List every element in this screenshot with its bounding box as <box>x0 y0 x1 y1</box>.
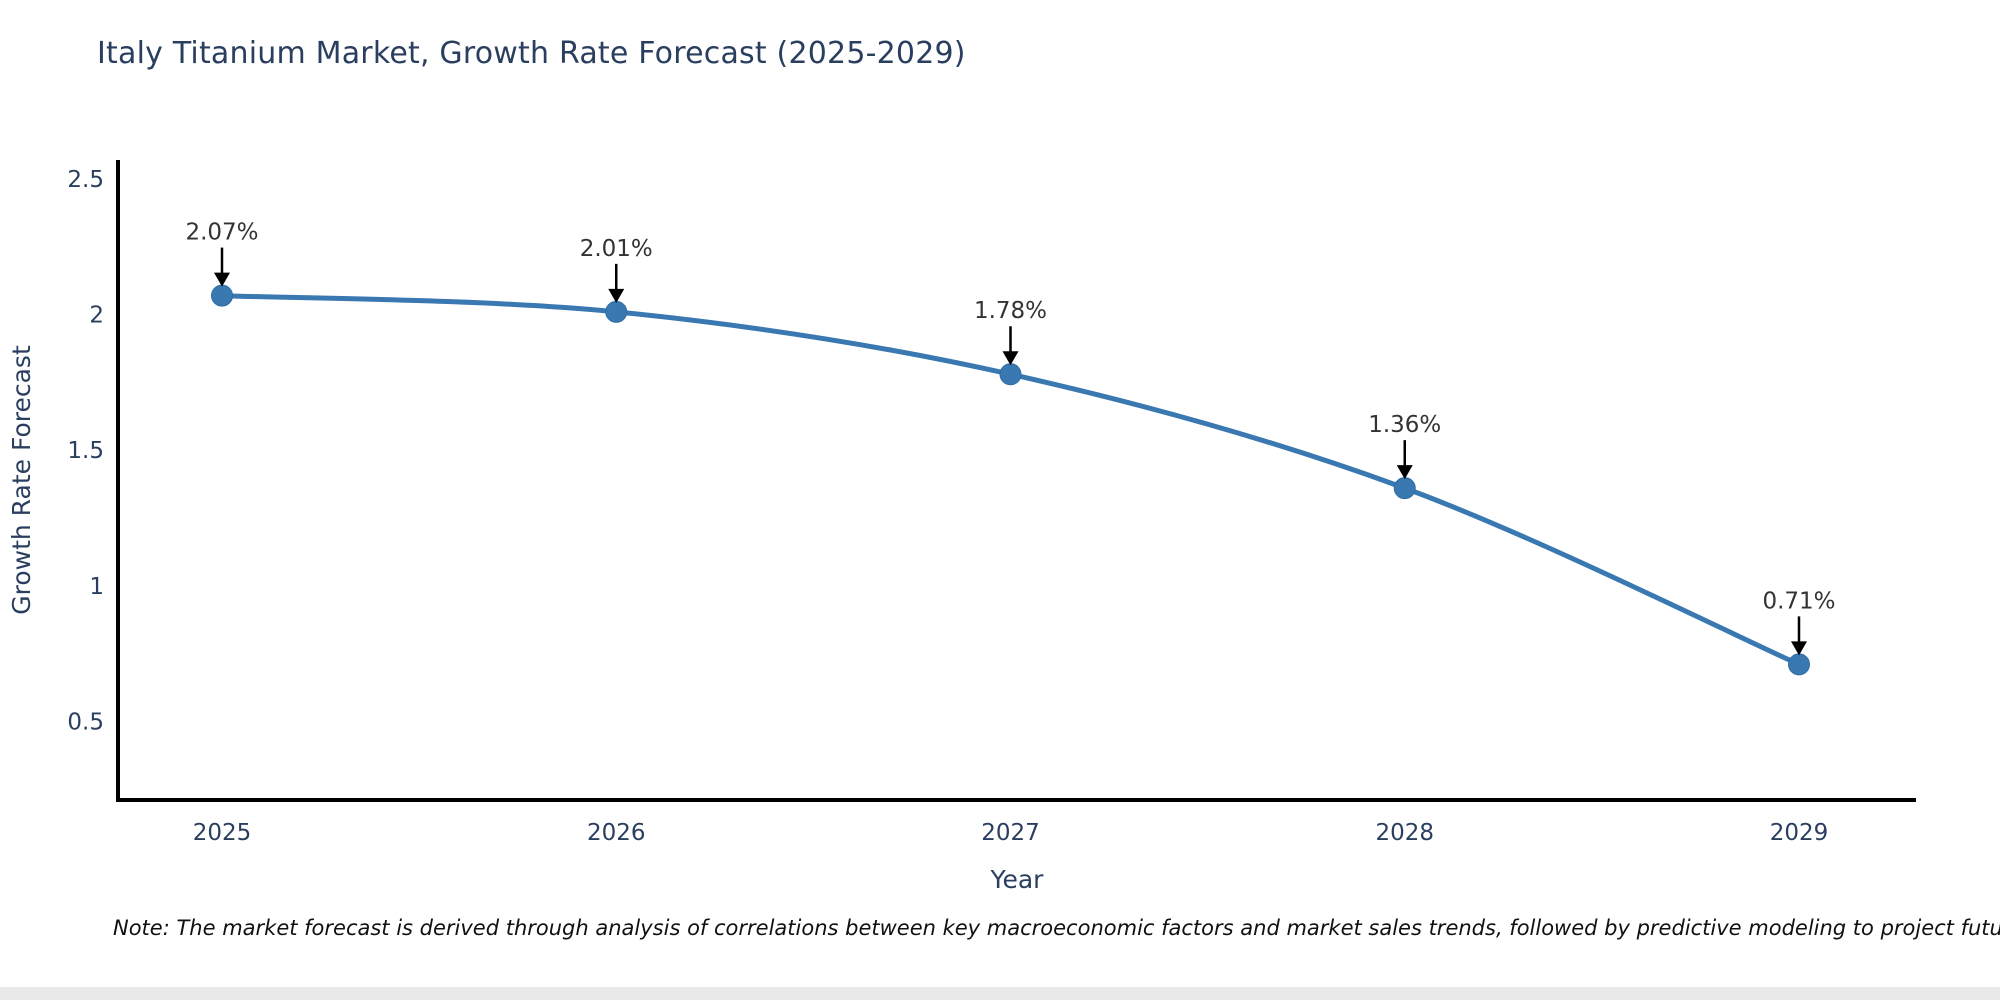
data-point-label: 1.78% <box>974 298 1047 324</box>
x-tick-label: 2025 <box>193 820 252 846</box>
data-point-marker <box>211 284 233 307</box>
y-axis-title: Growth Rate Forecast <box>7 345 36 615</box>
x-axis-title: Year <box>990 865 1045 894</box>
data-point-label: 2.07% <box>185 220 258 246</box>
data-point-label: 0.71% <box>1762 588 1835 614</box>
chart-title: Italy Titanium Market, Growth Rate Forec… <box>97 36 966 71</box>
data-point-label: 1.36% <box>1368 412 1441 438</box>
x-tick-label: 2026 <box>587 820 646 846</box>
bottom-bar <box>0 987 2000 1000</box>
annotation-arrow-head <box>214 272 230 287</box>
x-tick-label: 2029 <box>1770 820 1829 846</box>
annotation-arrow-head <box>608 288 625 303</box>
x-tick-label: 2027 <box>981 820 1040 846</box>
y-tick-label: 1 <box>89 574 104 600</box>
data-point-marker <box>1393 477 1416 500</box>
annotation-arrow-head <box>1791 641 1807 656</box>
x-tick-label: 2028 <box>1375 820 1434 846</box>
y-tick-label: 2 <box>89 303 104 329</box>
y-tick-label: 0.5 <box>67 709 104 735</box>
data-point-label: 2.01% <box>580 236 653 262</box>
annotation-arrow-head <box>1396 465 1413 480</box>
data-point-marker <box>605 300 628 323</box>
footnote: Note: The market forecast is derived thr… <box>113 916 2000 940</box>
data-point-marker <box>999 363 1022 386</box>
annotation-arrow-head <box>1002 351 1019 366</box>
y-tick-label: 1.5 <box>67 438 104 464</box>
y-tick-label: 2.5 <box>67 167 104 193</box>
data-point-marker <box>1788 653 1810 676</box>
